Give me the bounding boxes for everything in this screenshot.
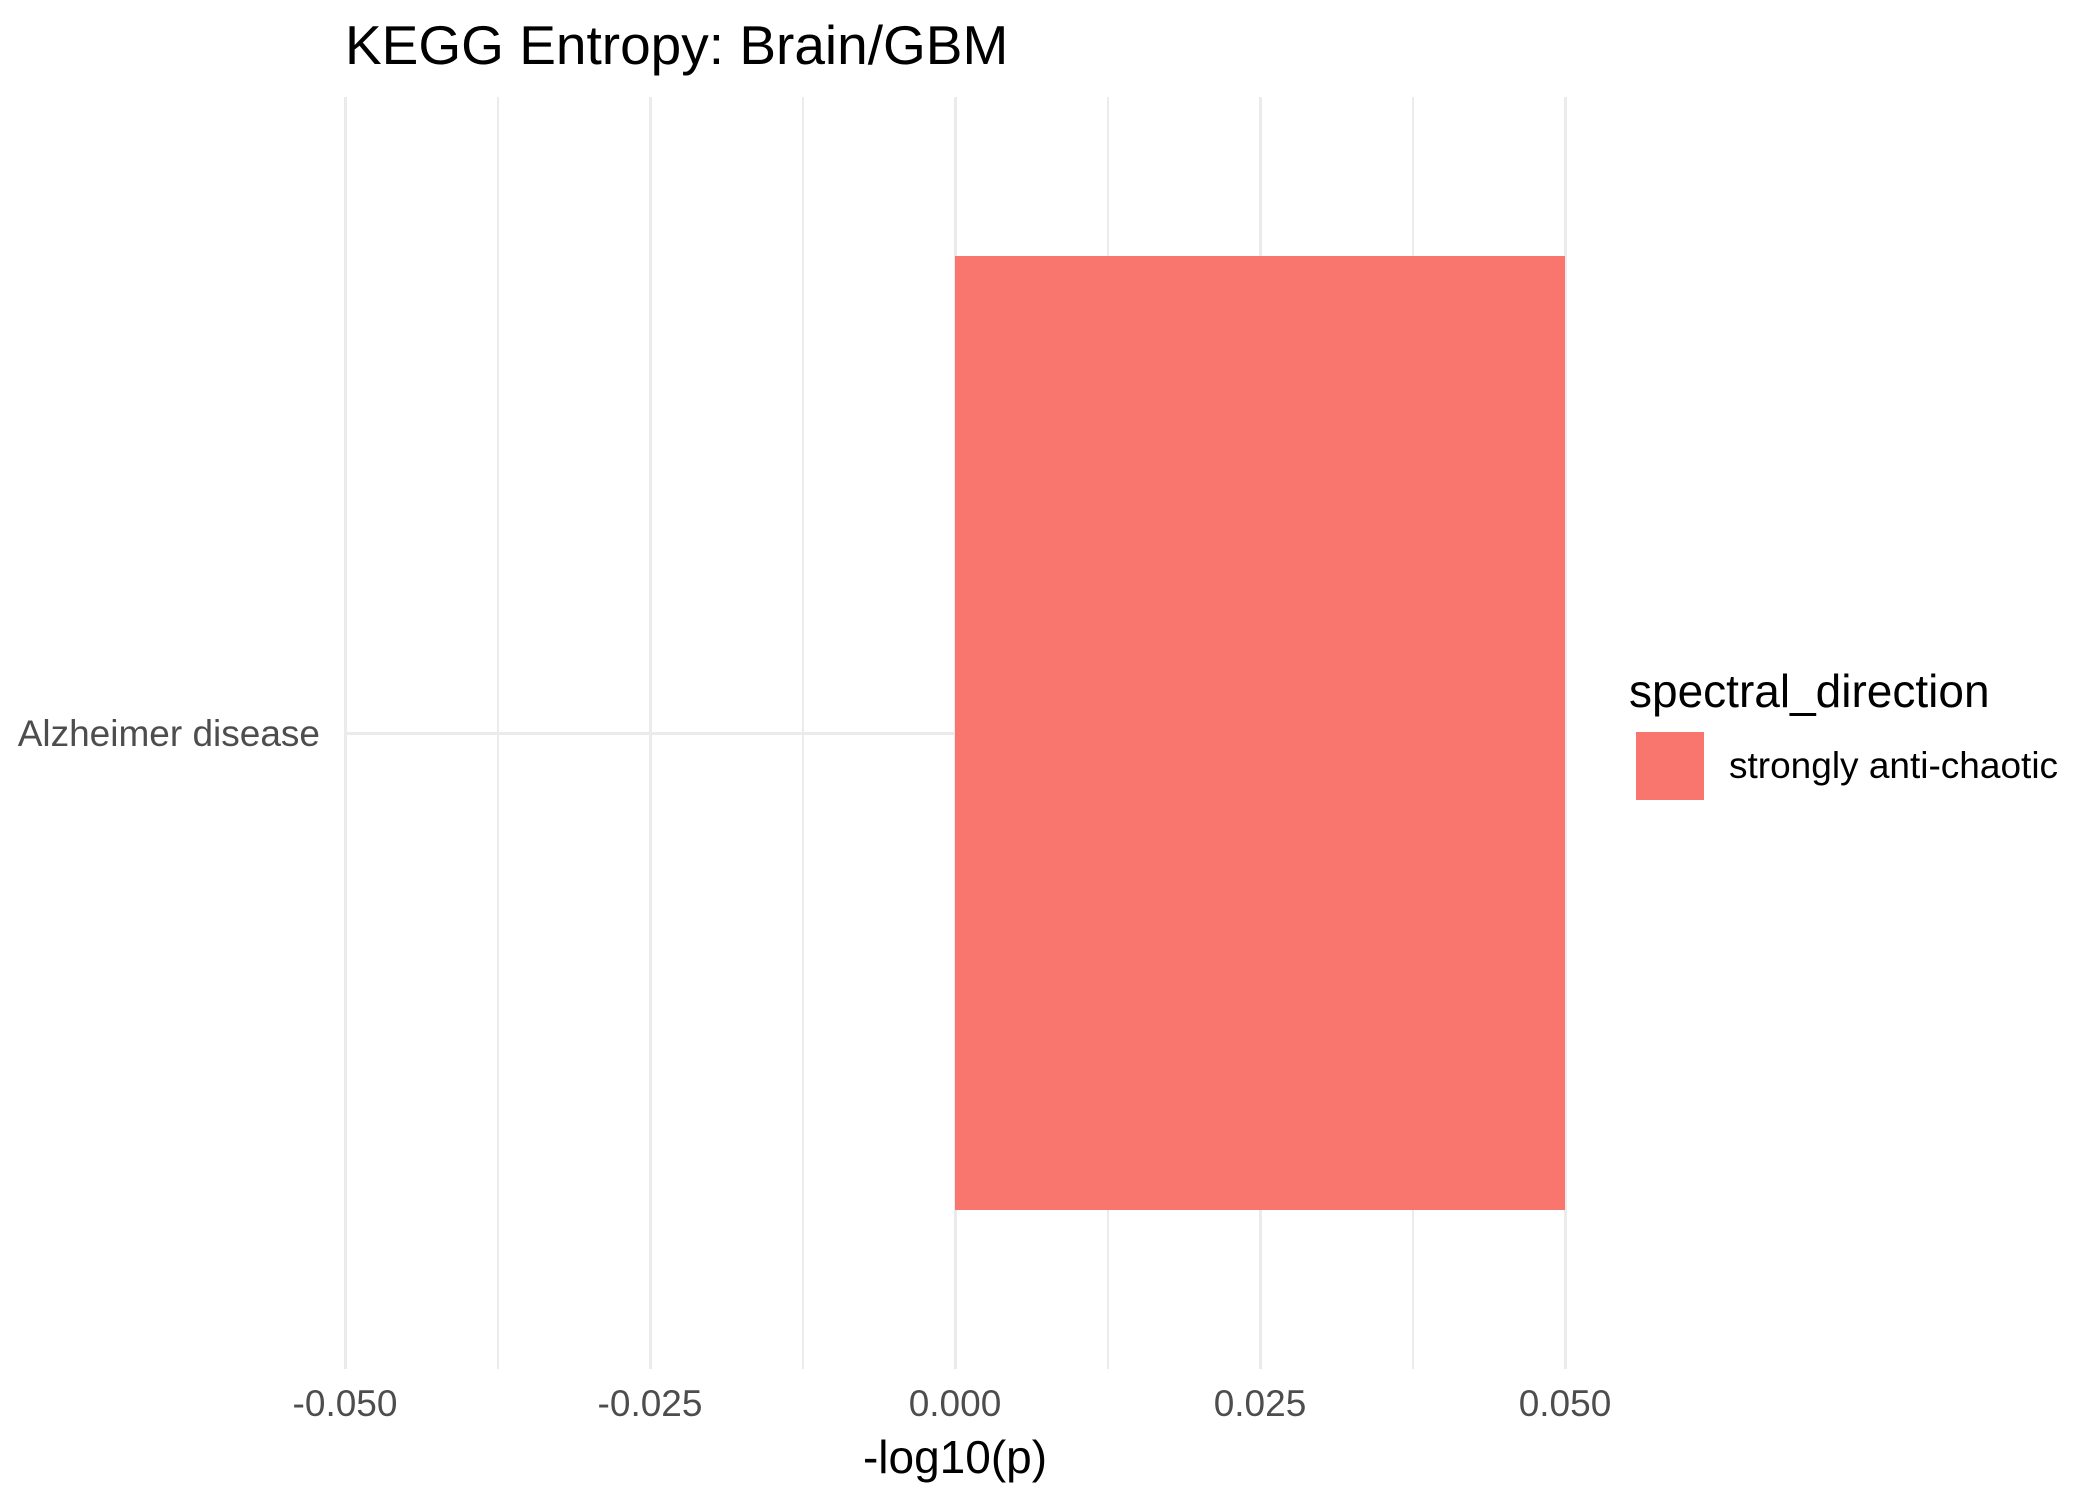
legend-title: spectral_direction: [1629, 665, 1990, 717]
x-axis-tick-label: 0.050: [1518, 1383, 1612, 1424]
x-axis-title: -log10(p): [862, 1431, 1048, 1483]
x-axis-tick-label: -0.025: [597, 1383, 703, 1424]
legend-entry: strongly anti-chaotic: [1636, 732, 2058, 800]
legend: spectral_direction strongly anti-chaotic: [1629, 667, 2058, 800]
x-axis-tick-label: -0.050: [292, 1383, 398, 1424]
legend-entry-label: strongly anti-chaotic: [1729, 745, 2059, 786]
chart-panel: [343, 97, 1567, 1369]
plot-title: KEGG Entropy: Brain/GBM: [345, 14, 1009, 76]
bar-Alzheimer disease: [955, 256, 1565, 1210]
x-axis-tick-label: 0.025: [1213, 1383, 1307, 1424]
legend-key-swatch: [1636, 732, 1704, 800]
y-axis-tick-label: Alzheimer disease: [17, 713, 320, 754]
x-axis-tick-label: 0.000: [908, 1383, 1002, 1424]
major-gridline: [1563, 97, 1567, 1369]
